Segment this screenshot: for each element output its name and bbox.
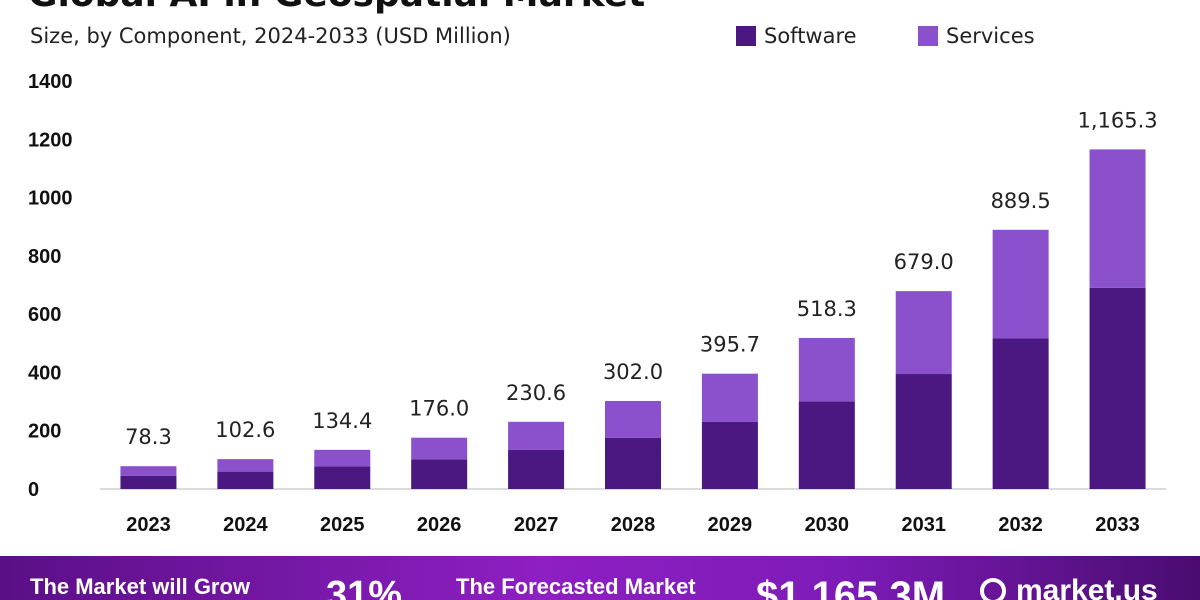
bar-software-2023 (120, 475, 177, 489)
data-label-total: 889.5 (991, 189, 1051, 213)
footer-grow-text: The Market will Grow (30, 574, 251, 599)
legend-item-services: Services (918, 24, 1035, 48)
data-label-total: 102.6 (215, 418, 275, 442)
y-tick-label: 1200 (28, 129, 73, 151)
y-tick-label: 600 (28, 304, 61, 326)
chart-subtitle: Size, by Component, 2024-2033 (USD Milli… (30, 24, 511, 48)
data-label-total: 395.7 (700, 333, 760, 357)
bar-software-2028 (605, 437, 661, 489)
x-tick-label: 2027 (514, 514, 559, 536)
x-tick-label: 2033 (1095, 514, 1140, 536)
x-tick-label: 2023 (126, 514, 171, 536)
data-label-total: 134.4 (312, 409, 372, 433)
bar-software-2032 (992, 338, 1049, 489)
data-label-total: 78.3 (125, 425, 172, 449)
bar-services-2027 (508, 421, 565, 450)
legend-swatch-software (736, 26, 756, 46)
legend-item-software: Software (736, 24, 857, 48)
data-label-total: 518.3 (797, 297, 857, 321)
y-tick-label: 0 (28, 479, 39, 501)
bar-services-2026 (411, 437, 468, 460)
legend-swatch-services (918, 26, 938, 46)
bar-services-2024 (217, 459, 274, 472)
footer-banner: The Market will Grow 31% The Forecasted … (0, 556, 1200, 600)
footer-forecast-value: $1,165.3M (756, 574, 946, 600)
x-tick-label: 2032 (998, 514, 1043, 536)
bar-services-2031 (895, 291, 952, 375)
bar-services-2023 (120, 466, 177, 476)
y-tick-label: 800 (28, 246, 61, 268)
brand-logo: market.us (980, 574, 1158, 600)
bar-services-2032 (992, 229, 1049, 339)
data-label-total: 302.0 (603, 360, 663, 384)
legend-label-services: Services (946, 24, 1035, 48)
y-tick-label: 200 (28, 421, 61, 443)
bar-software-2031 (895, 374, 952, 489)
data-label-total: 176.0 (409, 397, 469, 421)
x-tick-label: 2030 (805, 514, 850, 536)
x-tick-label: 2029 (708, 514, 753, 536)
bar-services-2033 (1089, 149, 1146, 288)
y-tick-label: 1400 (28, 71, 73, 93)
bar-software-2033 (1089, 287, 1146, 489)
bar-services-2029 (701, 373, 758, 422)
chart-title: Global AI in Geospatial Market (28, 0, 645, 15)
data-label-total: 230.6 (506, 381, 566, 405)
bar-software-2029 (701, 421, 758, 489)
stacked-bar-chart: 0 200 400 600 800 1000 1200 1400 78.3 2023 102.6 20… (28, 71, 1166, 536)
brand-name: market.us (1016, 574, 1158, 600)
legend-label-software: Software (764, 24, 857, 48)
x-tick-label: 2024 (223, 514, 268, 536)
bar-software-2027 (508, 449, 565, 489)
bar-software-2026 (411, 459, 468, 489)
bar-software-2030 (798, 401, 855, 489)
x-tick-label: 2031 (901, 514, 946, 536)
bar-services-2030 (798, 337, 855, 402)
x-tick-label: 2028 (611, 514, 656, 536)
bar-services-2025 (314, 449, 371, 467)
y-tick-label: 400 (28, 362, 61, 384)
footer-cagr-value: 31% (326, 574, 403, 600)
y-tick-label: 1000 (28, 188, 73, 210)
x-tick-label: 2026 (417, 514, 462, 536)
bar-software-2024 (217, 471, 274, 489)
footer-forecast-text: The Forecasted Market (456, 574, 696, 599)
data-label-total: 679.0 (894, 250, 954, 274)
x-tick-label: 2025 (320, 514, 365, 536)
bar-services-2028 (605, 400, 661, 438)
logo-mark-icon (980, 578, 1006, 600)
bar-software-2025 (314, 466, 371, 489)
data-label-total: 1,165.3 (1077, 108, 1157, 132)
